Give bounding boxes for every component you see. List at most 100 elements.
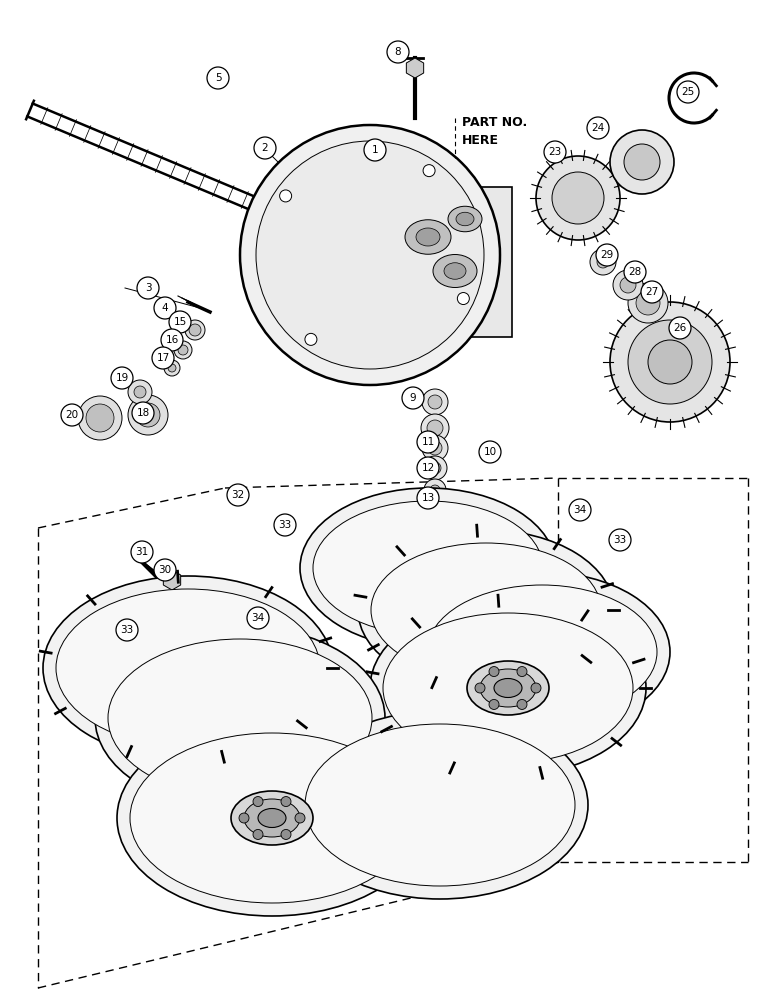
Text: 33: 33 bbox=[120, 625, 134, 635]
Circle shape bbox=[131, 541, 153, 563]
Circle shape bbox=[552, 172, 604, 224]
Text: 20: 20 bbox=[66, 410, 79, 420]
Ellipse shape bbox=[130, 733, 414, 903]
Circle shape bbox=[61, 404, 83, 426]
Circle shape bbox=[279, 190, 292, 202]
Ellipse shape bbox=[416, 228, 440, 246]
Ellipse shape bbox=[313, 501, 543, 635]
Text: 11: 11 bbox=[422, 437, 435, 447]
Ellipse shape bbox=[427, 585, 657, 719]
Circle shape bbox=[428, 395, 442, 409]
Text: 10: 10 bbox=[483, 447, 496, 457]
Text: 27: 27 bbox=[645, 287, 659, 297]
Circle shape bbox=[457, 293, 469, 305]
Text: 25: 25 bbox=[682, 87, 695, 97]
Ellipse shape bbox=[480, 669, 536, 707]
Circle shape bbox=[164, 360, 180, 376]
Circle shape bbox=[628, 320, 712, 404]
Text: 19: 19 bbox=[115, 373, 129, 383]
Circle shape bbox=[517, 699, 527, 709]
Text: 34: 34 bbox=[574, 505, 587, 515]
Text: 16: 16 bbox=[165, 335, 178, 345]
Circle shape bbox=[169, 311, 191, 333]
Circle shape bbox=[154, 297, 176, 319]
Text: 15: 15 bbox=[174, 317, 187, 327]
Circle shape bbox=[489, 699, 499, 709]
Circle shape bbox=[128, 380, 152, 404]
Ellipse shape bbox=[244, 799, 300, 837]
Circle shape bbox=[185, 320, 205, 340]
Circle shape bbox=[569, 499, 591, 521]
Text: 17: 17 bbox=[157, 353, 170, 363]
Text: 1: 1 bbox=[371, 145, 378, 155]
Ellipse shape bbox=[448, 206, 482, 232]
Ellipse shape bbox=[95, 626, 385, 810]
Text: 24: 24 bbox=[591, 123, 604, 133]
Ellipse shape bbox=[358, 530, 614, 690]
Circle shape bbox=[132, 402, 154, 424]
Text: 3: 3 bbox=[144, 283, 151, 293]
Circle shape bbox=[536, 156, 620, 240]
Circle shape bbox=[305, 333, 317, 345]
Circle shape bbox=[253, 797, 263, 807]
Circle shape bbox=[240, 125, 500, 385]
Ellipse shape bbox=[305, 724, 575, 886]
Text: 9: 9 bbox=[410, 393, 416, 403]
Circle shape bbox=[609, 529, 631, 551]
Text: 13: 13 bbox=[422, 493, 435, 503]
Circle shape bbox=[387, 41, 409, 63]
Circle shape bbox=[308, 192, 316, 200]
Circle shape bbox=[168, 364, 176, 372]
Circle shape bbox=[422, 389, 448, 415]
Text: 23: 23 bbox=[548, 147, 561, 157]
Circle shape bbox=[154, 559, 176, 581]
Circle shape bbox=[517, 667, 527, 677]
Circle shape bbox=[628, 283, 668, 323]
Circle shape bbox=[253, 829, 263, 839]
Circle shape bbox=[531, 683, 541, 693]
Circle shape bbox=[86, 404, 114, 432]
Circle shape bbox=[641, 281, 663, 303]
Circle shape bbox=[402, 387, 424, 409]
Circle shape bbox=[428, 441, 442, 455]
Text: 18: 18 bbox=[137, 408, 150, 418]
Text: 31: 31 bbox=[135, 547, 149, 557]
Circle shape bbox=[620, 277, 636, 293]
Ellipse shape bbox=[117, 720, 427, 916]
Circle shape bbox=[669, 317, 691, 339]
Circle shape bbox=[429, 462, 441, 474]
Ellipse shape bbox=[300, 488, 556, 648]
Circle shape bbox=[610, 130, 674, 194]
Circle shape bbox=[281, 797, 291, 807]
Ellipse shape bbox=[292, 711, 588, 899]
Circle shape bbox=[178, 345, 188, 355]
Circle shape bbox=[590, 249, 616, 275]
Ellipse shape bbox=[433, 254, 477, 288]
Circle shape bbox=[624, 144, 660, 180]
Circle shape bbox=[597, 256, 609, 268]
Circle shape bbox=[116, 619, 138, 641]
Circle shape bbox=[111, 367, 133, 389]
Ellipse shape bbox=[56, 589, 320, 747]
Circle shape bbox=[587, 117, 609, 139]
Circle shape bbox=[489, 667, 499, 677]
Circle shape bbox=[247, 607, 269, 629]
Text: 29: 29 bbox=[601, 250, 614, 260]
Circle shape bbox=[364, 139, 386, 161]
Ellipse shape bbox=[370, 600, 646, 776]
Ellipse shape bbox=[405, 220, 451, 254]
Polygon shape bbox=[378, 187, 512, 337]
Circle shape bbox=[189, 324, 201, 336]
Circle shape bbox=[475, 683, 485, 693]
Text: 8: 8 bbox=[394, 47, 401, 57]
Ellipse shape bbox=[108, 639, 372, 797]
Text: 28: 28 bbox=[628, 267, 642, 277]
Circle shape bbox=[239, 813, 249, 823]
Circle shape bbox=[281, 829, 291, 839]
Text: 30: 30 bbox=[158, 565, 171, 575]
Ellipse shape bbox=[456, 212, 474, 226]
Ellipse shape bbox=[467, 661, 549, 715]
Circle shape bbox=[423, 456, 447, 480]
Circle shape bbox=[161, 329, 183, 351]
Text: 32: 32 bbox=[232, 490, 245, 500]
